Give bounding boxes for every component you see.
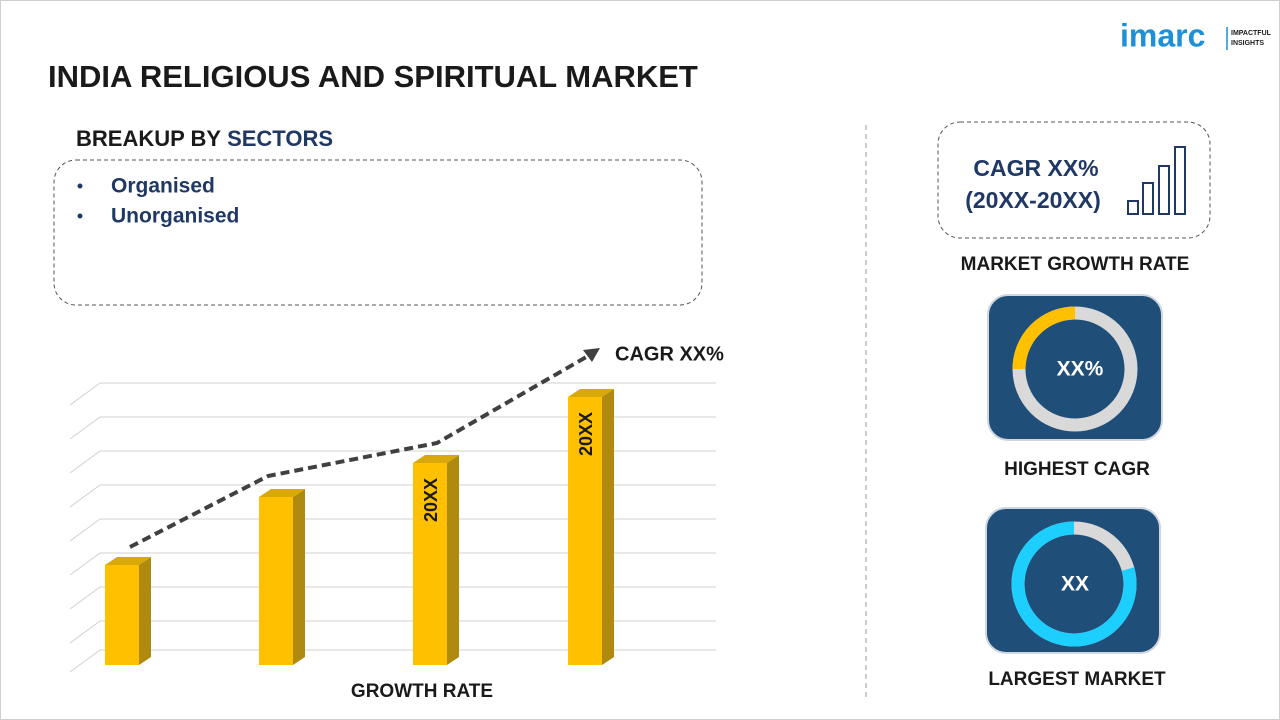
growth-icon xyxy=(1127,146,1186,215)
logo-tagline: IMPACTFUL xyxy=(1231,30,1272,37)
breakup-item: Organised xyxy=(111,175,215,198)
breakup-box xyxy=(53,159,703,306)
arrow-head xyxy=(583,348,600,362)
axis-label: GROWTH RATE xyxy=(351,681,493,702)
logo: imarc xyxy=(1120,17,1205,53)
caption: LARGEST MARKET xyxy=(988,669,1166,690)
bar-label: 20XX xyxy=(421,478,441,522)
card-value: XX% xyxy=(1057,358,1104,381)
card-value: XX xyxy=(1061,573,1089,596)
cagr-label: CAGR XX% xyxy=(615,343,724,365)
bars xyxy=(105,389,614,665)
cagr-text: CAGR XX% xyxy=(973,155,1098,181)
bar-label: 20XX xyxy=(576,412,596,456)
donut-arc xyxy=(1011,521,1137,647)
chart-grid xyxy=(69,382,716,673)
bullet xyxy=(77,213,83,219)
period-text: (20XX-20XX) xyxy=(965,187,1101,213)
breakup-heading: BREAKUP BY SECTORS xyxy=(76,126,333,151)
breakup-item: Unorganised xyxy=(111,205,239,228)
heading-text: BREAKUP BY xyxy=(76,126,221,151)
logo-tagline: INSIGHTS xyxy=(1231,40,1264,47)
page-title: INDIA RELIGIOUS AND SPIRITUAL MARKET xyxy=(48,59,698,94)
donut-arc xyxy=(1012,306,1076,370)
heading-highlight: SECTORS xyxy=(227,126,333,151)
caption: MARKET GROWTH RATE xyxy=(961,254,1190,275)
bullet xyxy=(77,183,83,189)
trend-arrow xyxy=(129,354,589,549)
caption: HIGHEST CAGR xyxy=(1004,459,1150,480)
growth-box xyxy=(937,121,1211,239)
